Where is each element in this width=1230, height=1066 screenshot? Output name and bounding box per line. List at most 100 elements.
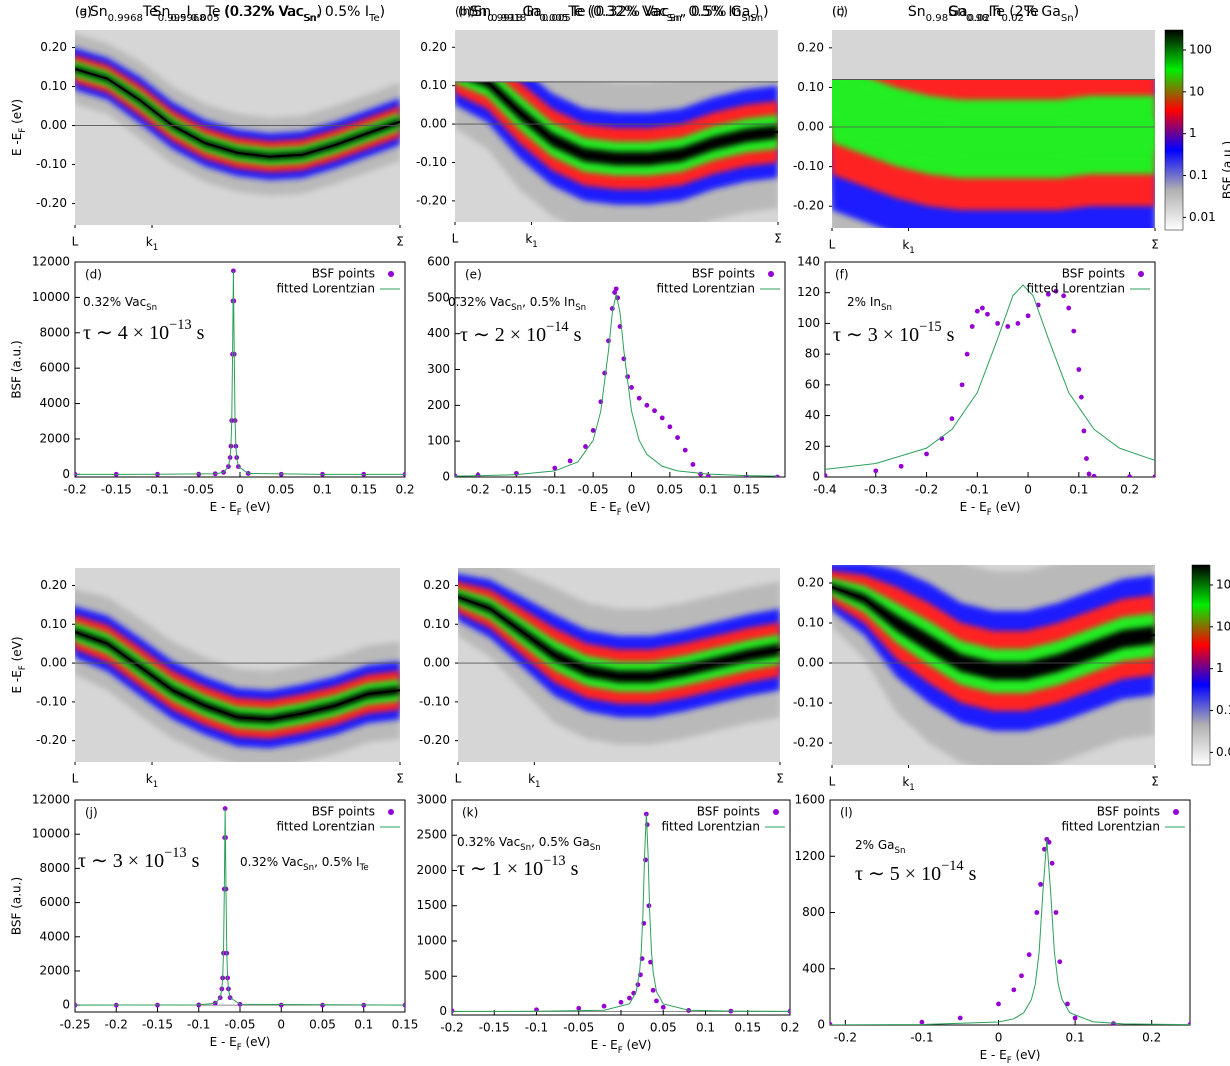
data-point — [682, 447, 688, 453]
text-run: s — [187, 850, 200, 872]
sub-run: 0.02 — [968, 13, 990, 24]
colorbar-tick-label: 1 — [1189, 126, 1197, 140]
sub-run: Sn — [304, 13, 317, 24]
colorbar-tick-label: 100 — [1216, 577, 1230, 591]
sub-run: F — [18, 128, 28, 133]
x-tick-label: -0.2 — [105, 1018, 128, 1032]
annotation: τ ∼ 5 × 10−14 s — [855, 858, 977, 884]
fit-line — [825, 284, 1155, 470]
text-run: k — [146, 235, 153, 249]
data-point — [1053, 910, 1059, 915]
x-tick-label: Σ — [774, 232, 782, 246]
band-center — [75, 631, 400, 721]
y-tick-label: 8000 — [39, 861, 70, 875]
text-run: 0.32% Vac — [83, 295, 146, 309]
sup-run: −14 — [941, 858, 964, 874]
sub-run: F — [618, 1046, 623, 1056]
sub-run: 0.02 — [1001, 13, 1023, 24]
sup-run: −15 — [919, 319, 942, 335]
sub-run: 0.98 — [926, 13, 948, 24]
annotation: τ ∼ 3 × 10−15 s — [833, 319, 955, 345]
text-run: E - E — [210, 500, 237, 514]
x-tick-label: Σ — [776, 772, 784, 786]
text-run: E - E — [960, 500, 987, 514]
annotation: τ ∼ 4 × 10−13 s — [83, 317, 205, 343]
x-tick-label: -0.15 — [501, 483, 532, 497]
x-tick-label: -0.2 — [915, 483, 938, 497]
data-point — [1081, 428, 1087, 434]
series-group — [825, 284, 1155, 477]
x-tick-label: L — [829, 775, 836, 789]
band-layer — [832, 583, 1155, 680]
colorbar — [1191, 564, 1211, 766]
band-layer — [832, 87, 1155, 155]
data-point — [660, 1004, 666, 1010]
sub-run: 0.005 — [542, 13, 571, 24]
data-point — [667, 424, 673, 430]
data-point — [1127, 474, 1133, 477]
sub-run: Sn — [881, 303, 892, 313]
y-tick-label: 0.00 — [40, 118, 67, 132]
y-tick-label: 2000 — [416, 863, 447, 877]
x-tick-label: L — [829, 238, 836, 252]
y-tick-label: 0 — [62, 467, 70, 481]
band — [75, 33, 400, 196]
text-run: Ga — [948, 4, 967, 20]
data-point — [629, 385, 634, 390]
sub-run: 1 — [909, 783, 915, 793]
annotation: τ ∼ 3 × 10−13 s — [78, 845, 200, 871]
data-point — [924, 451, 929, 457]
text-run: Te — [1023, 4, 1039, 20]
text-run: s — [566, 858, 579, 880]
y-tick-label: 60 — [805, 377, 820, 391]
x-tick-label: -0.05 — [563, 1021, 594, 1035]
text-run: τ ∼ 2 × 10 — [460, 324, 546, 346]
panel-label: (h) — [458, 5, 475, 19]
legend-label: BSF points — [692, 267, 755, 281]
data-point — [969, 324, 975, 329]
data-point — [825, 473, 828, 477]
data-point — [830, 1021, 833, 1025]
y-tick-label: -0.10 — [793, 696, 824, 710]
text-run: 0.32% Vac — [240, 855, 303, 869]
x-tick-label: -0.15 — [101, 483, 132, 497]
y-tick-label: 0.10 — [423, 617, 450, 631]
text-run: , 0.5% I — [316, 4, 369, 20]
text-run: Sn — [908, 4, 926, 20]
text-run: 2% In — [847, 295, 881, 309]
panel-label: (e) — [465, 268, 482, 282]
y-tick-label: 100 — [427, 434, 450, 448]
y-tick-label: 0.20 — [797, 40, 824, 54]
legend-swatch — [388, 809, 394, 815]
sub-run: 0.9968 — [108, 13, 143, 24]
y-tick-label: 100 — [797, 316, 820, 330]
y-tick-label: 6000 — [39, 895, 70, 909]
x-tick-label: 0.1 — [699, 483, 718, 497]
text-run: s — [942, 324, 955, 346]
data-point — [1152, 474, 1155, 477]
x-tick-label: -0.1 — [966, 483, 989, 497]
text-run: Te (2% Ga — [989, 4, 1061, 20]
sub-run: 0.9918 — [487, 13, 522, 24]
text-run: E - E — [210, 1035, 237, 1049]
y-tick-label: 500 — [424, 969, 447, 983]
data-point — [636, 395, 642, 401]
x-tick-label: 0 — [995, 1031, 1003, 1045]
x-tick-label: k1 — [525, 232, 537, 250]
colorbar-tick-label: 10 — [1189, 84, 1204, 98]
data-point — [1005, 324, 1011, 329]
data-point — [601, 1003, 607, 1009]
sub-run: 1 — [535, 780, 541, 790]
data-point — [659, 415, 665, 421]
x-tick-label: -0.15 — [479, 1021, 510, 1035]
data-point — [996, 1001, 1001, 1007]
band-center — [832, 102, 1155, 140]
band-layer — [471, 81, 778, 166]
sub-run: Sn — [575, 303, 586, 313]
data-point — [650, 987, 656, 993]
y-tick-label: 500 — [427, 290, 450, 304]
x-tick-label: 0 — [1024, 483, 1032, 497]
panel-label: (k) — [462, 806, 478, 820]
data-point — [1026, 952, 1032, 958]
